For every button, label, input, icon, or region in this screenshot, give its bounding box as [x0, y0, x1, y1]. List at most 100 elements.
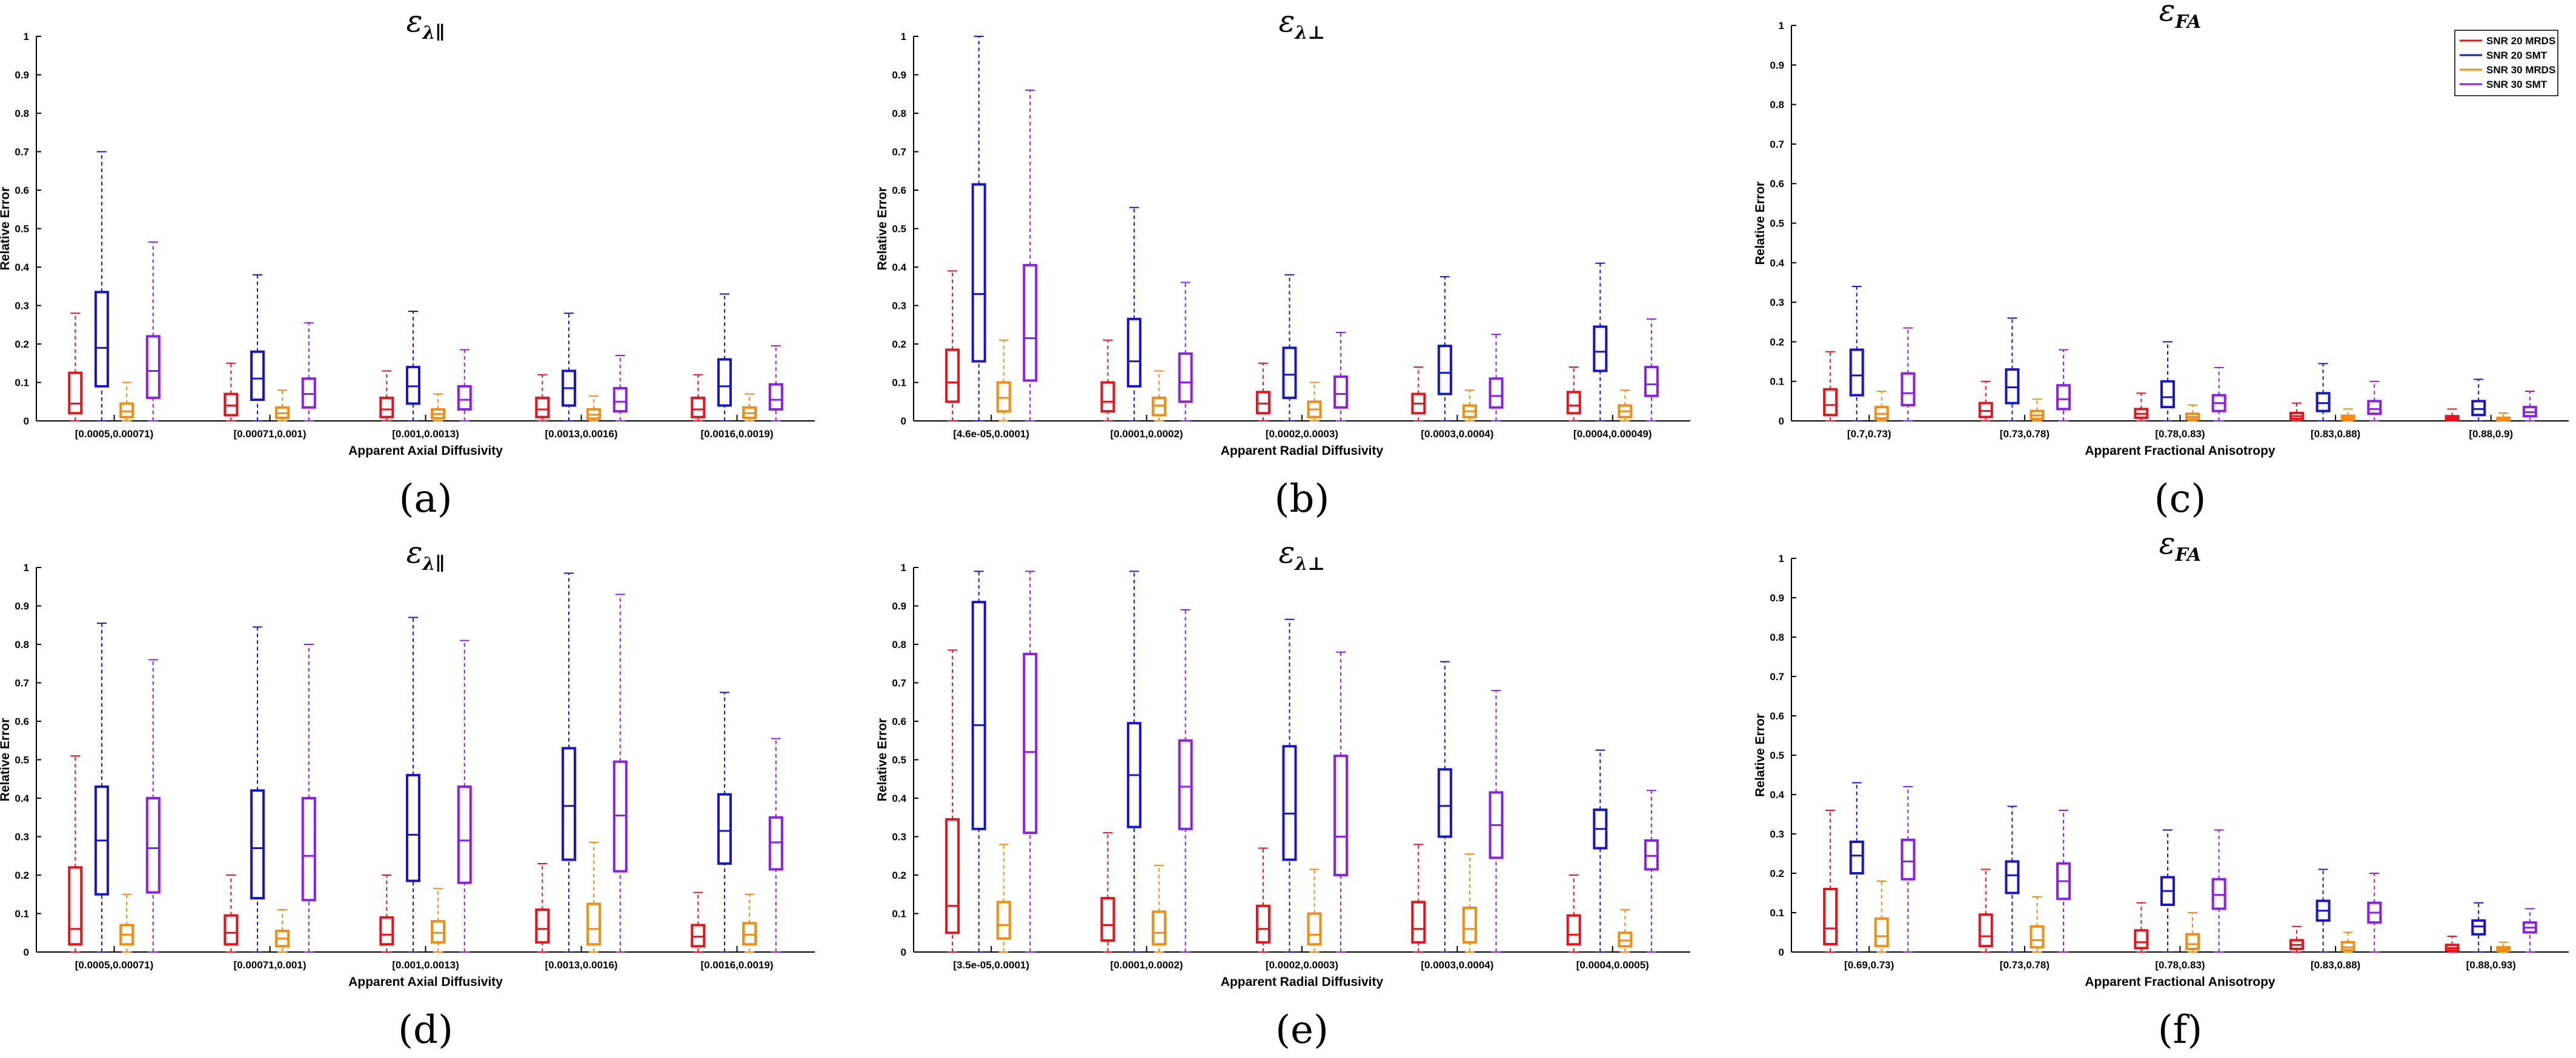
box-snr-30-smt [2522, 908, 2537, 953]
y-tick-label: 0.6 [1770, 178, 1784, 190]
y-tick-label: 0.5 [892, 223, 906, 235]
x-tick-label: [0.69,0.73) [1844, 959, 1894, 971]
iqr-box [2185, 933, 2200, 950]
box-snr-30-mrds [275, 389, 290, 422]
box-snr-20-mrds [1100, 832, 1115, 953]
panel-title: ελ∥ [407, 535, 445, 575]
x-tick-label: [0.78,0.83) [2155, 959, 2205, 971]
y-tick-label: 0.4 [892, 793, 906, 804]
legend-label: SNR 20 SMT [2486, 50, 2548, 61]
box-snr-20-smt [561, 572, 576, 953]
panel-letter: (d) [398, 1008, 453, 1053]
iqr-box [768, 816, 783, 871]
box-snr-30-smt [1900, 786, 1916, 953]
iqr-box [742, 922, 757, 946]
box-snr-20-mrds [1411, 366, 1426, 422]
y-tick-label: 0.9 [1770, 59, 1784, 71]
title-epsilon: ε [2159, 526, 2176, 561]
iqr-box [2030, 925, 2045, 949]
y-tick-label: 0.5 [15, 755, 29, 766]
y-axis-label: Relative Error [1753, 182, 1767, 265]
panel-c: 0 0.1 0.2 0.3 0.4 0.5 0.6 0.7 0.8 0.9 1 Relative Er… [1753, 0, 2569, 521]
iqr-box [1644, 839, 1659, 871]
panel-title: ελ⊥ [1279, 4, 1326, 44]
x-axis-label: Apparent Fractional Anisotropy [2085, 444, 2276, 458]
x-tick-label: [0.00071,0.001) [233, 428, 306, 440]
y-tick-label: 0.5 [1770, 218, 1784, 230]
y-tick-label: 0.1 [15, 377, 29, 389]
iqr-box [1644, 366, 1659, 397]
box-snr-20-smt [1127, 570, 1142, 953]
iqr-box [1618, 931, 1633, 948]
iqr-box [535, 908, 550, 944]
iqr-box [1307, 912, 1322, 946]
iqr-box [586, 902, 602, 946]
iqr-box [145, 797, 161, 894]
iqr-box [1593, 325, 1608, 372]
iqr-box [1100, 897, 1115, 942]
box-snr-20-smt [2471, 379, 2486, 422]
title-epsilon: ε [2159, 0, 2176, 28]
box-snr-30-mrds [1462, 389, 1477, 422]
iqr-box [1255, 391, 1270, 415]
box-snr-20-smt [94, 151, 109, 422]
y-tick-label: 0.4 [15, 793, 29, 804]
box-snr-30-mrds [742, 393, 757, 422]
iqr-box [1152, 910, 1167, 946]
title-subscript: FA [2175, 12, 2202, 33]
box-snr-20-smt [1127, 207, 1142, 422]
legend-label: SNR 30 SMT [2486, 79, 2548, 90]
box-snr-20-smt [1437, 276, 1452, 422]
box-snr-30-smt [1900, 327, 1916, 422]
iqr-box [1849, 348, 1864, 397]
x-axis-label: Apparent Axial Diffusivity [348, 975, 503, 989]
box-snr-30-smt [2211, 829, 2226, 953]
legend-label: SNR 20 MRDS [2486, 35, 2555, 47]
box-snr-20-smt [405, 617, 420, 953]
y-tick-label: 1 [24, 31, 29, 42]
x-tick-label: [0.001,0.0013) [392, 428, 459, 440]
y-tick-label: 0 [1779, 415, 1784, 427]
box-snr-30-mrds [2340, 408, 2355, 422]
box-snr-20-mrds [1566, 875, 1581, 953]
y-tick-label: 0 [901, 415, 906, 427]
y-tick-label: 0.8 [1770, 632, 1784, 643]
iqr-box [250, 789, 265, 900]
iqr-box [68, 866, 83, 946]
iqr-box [1874, 917, 1889, 948]
box-snr-30-mrds [2340, 931, 2355, 953]
box-snr-30-mrds [2496, 412, 2511, 422]
y-tick-label: 0.6 [15, 716, 29, 727]
iqr-box [1023, 652, 1038, 835]
y-tick-label: 0.1 [892, 377, 906, 389]
x-axis-label: Apparent Radial Diffusivity [1221, 444, 1384, 458]
y-tick-label: 0.2 [1770, 336, 1784, 348]
iqr-box [1411, 901, 1426, 944]
box-snr-30-mrds [1462, 853, 1477, 953]
y-tick-label: 0 [24, 947, 29, 958]
box-snr-20-smt [1282, 274, 1297, 422]
box-snr-30-mrds [1874, 881, 1889, 953]
y-tick-label: 0.4 [15, 262, 29, 273]
iqr-box [2005, 860, 2020, 894]
box-snr-30-smt [1023, 570, 1038, 953]
box-snr-30-smt [1644, 318, 1659, 422]
y-tick-label: 0.1 [1770, 376, 1784, 388]
box-snr-20-mrds [2445, 936, 2460, 953]
y-axis-label: Relative Error [1753, 713, 1767, 797]
y-tick-label: 0.6 [892, 716, 906, 727]
y-tick-label: 0.8 [892, 108, 906, 119]
y-tick-label: 1 [1779, 20, 1784, 31]
y-tick-label: 0.8 [15, 639, 29, 650]
x-tick-label: [0.0016,0.0019) [700, 428, 773, 440]
iqr-box [1178, 739, 1193, 830]
y-tick-label: 0.7 [1770, 671, 1784, 683]
box-snr-20-mrds [68, 755, 83, 953]
iqr-box [224, 914, 239, 946]
y-tick-label: 0.4 [1770, 789, 1784, 801]
iqr-box [996, 901, 1011, 940]
box-snr-30-mrds [1618, 389, 1633, 422]
y-tick-label: 0.9 [1770, 592, 1784, 604]
x-tick-label: [0.0004,0.0005) [1576, 959, 1649, 971]
